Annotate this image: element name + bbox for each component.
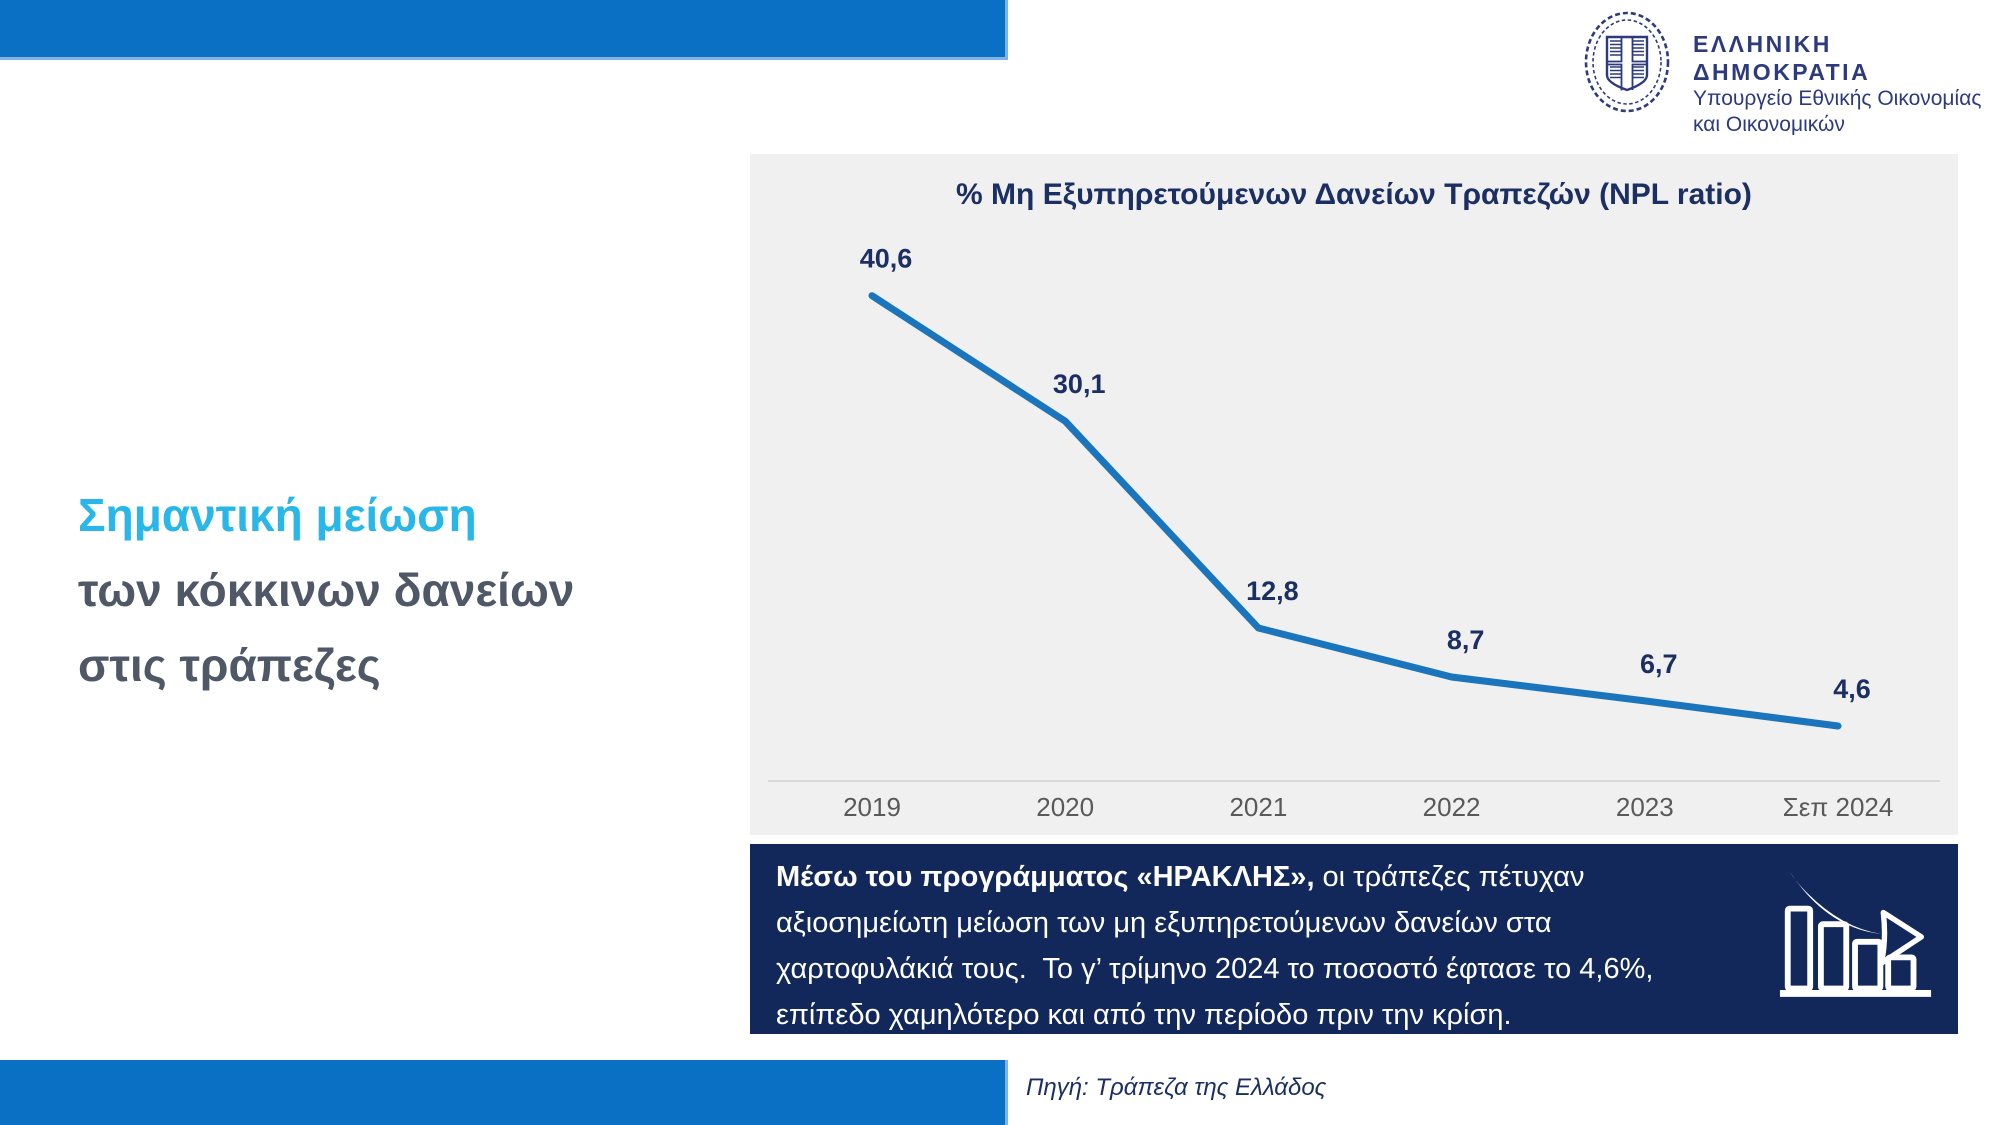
npl-series-line bbox=[868, 292, 1842, 730]
headline-line1: Σημαντική μείωση bbox=[78, 489, 477, 541]
x-tick-label: 2020 bbox=[1036, 792, 1094, 822]
x-tick-label: 2019 bbox=[843, 792, 901, 822]
top-accent-bar bbox=[0, 0, 1008, 60]
headline-line2: των κόκκινων δανείων bbox=[78, 564, 575, 616]
headline-line3: στις τράπεζες bbox=[78, 639, 381, 691]
chart-title: % Μη Εξυπηρετούμενων Δανείων Τραπεζών (N… bbox=[956, 178, 1752, 211]
x-tick-label: Σεπ 2024 bbox=[1783, 792, 1894, 822]
source-note: Πηγή: Τράπεζα της Ελλάδος bbox=[1026, 1074, 1327, 1101]
logo-subtitle-line1: Υπουργείο Εθνικής Οικονομίας bbox=[1693, 87, 1982, 110]
info-text: Μέσω του προγράμματος «ΗΡΑΚΛΗΣ», οι τράπ… bbox=[776, 854, 1711, 1038]
value-label: 6,7 bbox=[1640, 649, 1678, 679]
chart-panel: 40,6 2019 30,1 2020 12,8 2021 8,7 2022 6,7 2023 4,… bbox=[750, 154, 1958, 835]
slide-headline: Σημαντική μείωση των κόκκινων δανείων στ… bbox=[78, 478, 574, 703]
logo-subtitle-line2: και Οικονομικών bbox=[1693, 113, 1845, 136]
npl-line-chart: 40,6 2019 30,1 2020 12,8 2021 8,7 2022 6,7 2023 4,… bbox=[768, 244, 1940, 822]
bottom-accent-bar bbox=[0, 1060, 1008, 1125]
x-tick-label: 2023 bbox=[1616, 792, 1674, 822]
info-text-bold: Μέσω του προγράμματος «ΗΡΑΚΛΗΣ», bbox=[776, 861, 1315, 893]
x-tick-label: 2021 bbox=[1229, 792, 1287, 822]
declining-bars-arrow-icon bbox=[1779, 871, 1932, 997]
value-label: 8,7 bbox=[1447, 625, 1485, 655]
x-tick-label: 2022 bbox=[1423, 792, 1481, 822]
value-label: 4,6 bbox=[1833, 674, 1871, 704]
value-label: 12,8 bbox=[1246, 576, 1299, 606]
info-text-rest: οι τράπεζες πέτυχαν αξιοσημείωτη μείωση … bbox=[776, 861, 1654, 1031]
logo-title: ΕΛΛΗΝΙΚΗ ΔΗΜΟΚΡΑΤΙΑ bbox=[1693, 31, 1871, 85]
government-logo: ΕΛΛΗΝΙΚΗ ΔΗΜΟΚΡΑΤΙΑ Υπουργείο Εθνικής Οι… bbox=[1583, 10, 2000, 138]
greek-coat-of-arms-icon bbox=[1584, 11, 1670, 113]
value-label: 40,6 bbox=[860, 244, 913, 274]
government-logo-text: ΕΛΛΗΝΙΚΗ ΔΗΜΟΚΡΑΤΙΑ Υπουργείο Εθνικής Οι… bbox=[1693, 10, 2000, 138]
info-box: Μέσω του προγράμματος «ΗΡΑΚΛΗΣ», οι τράπ… bbox=[750, 844, 1958, 1034]
value-label: 30,1 bbox=[1053, 369, 1106, 399]
